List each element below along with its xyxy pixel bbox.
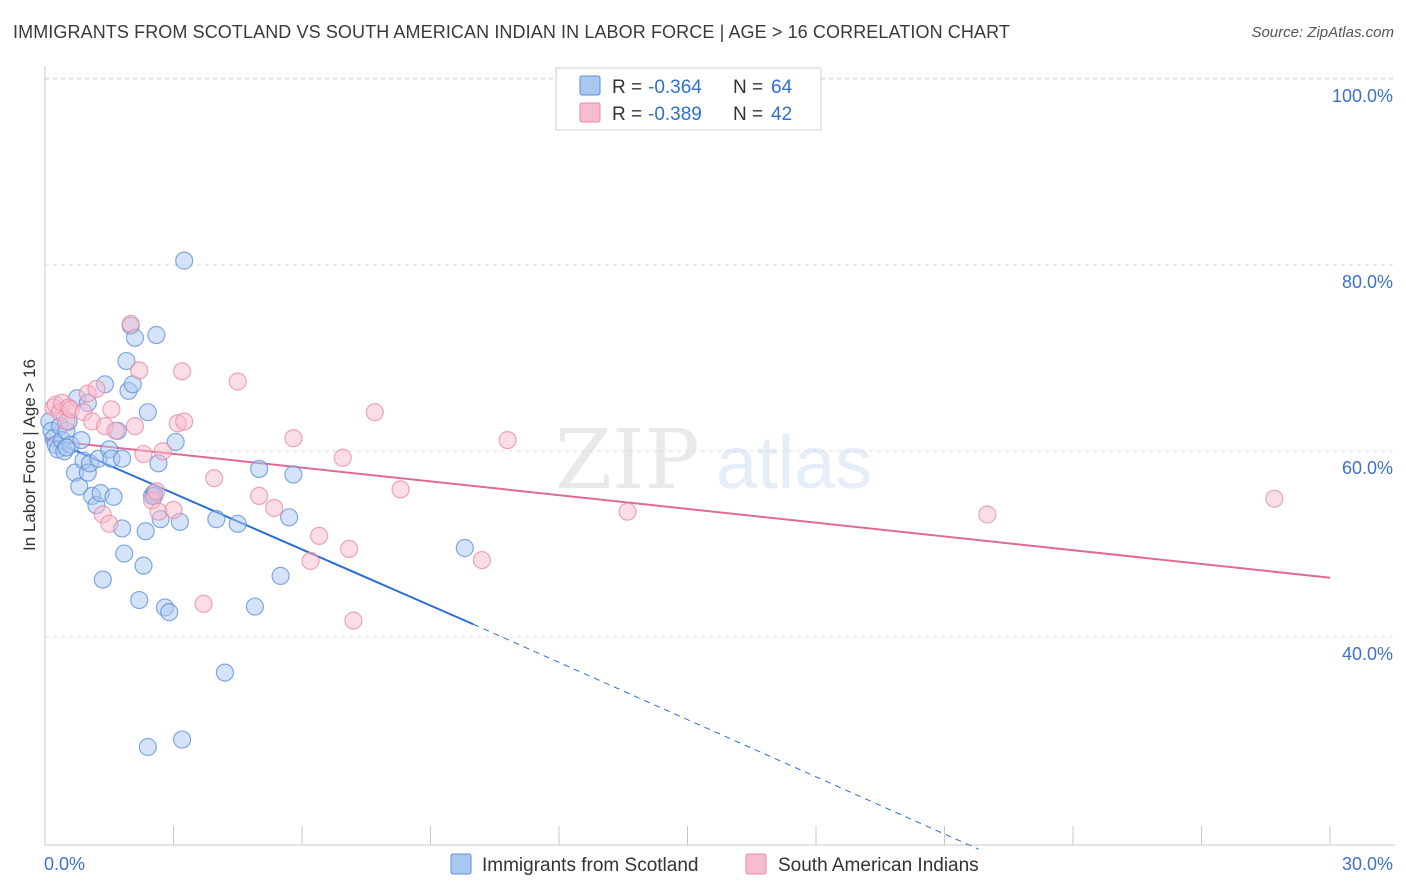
scotland-point <box>147 325 166 345</box>
scotland-point <box>134 556 153 575</box>
scotland-point <box>70 477 89 496</box>
scotland-trend-line <box>44 436 474 626</box>
source-label: Source: ZipAtlas.com <box>1251 24 1394 41</box>
sa-indian-point <box>149 502 168 521</box>
scotland-point <box>280 508 299 527</box>
sa-indian-point <box>172 362 192 381</box>
x-tick-label: 30.0% <box>1342 854 1393 874</box>
scotland-point <box>93 570 112 589</box>
scotland-point <box>271 566 290 585</box>
sa-indian-point <box>310 526 329 545</box>
sa-indian-point <box>1265 489 1284 508</box>
legend-r-label-2: R = <box>612 104 642 125</box>
scotland-point <box>284 465 303 484</box>
grid <box>45 77 1395 638</box>
sa-indian-point <box>333 448 352 467</box>
scotland-point <box>117 351 136 371</box>
scotland-point <box>160 603 179 622</box>
bottom-legend-swatch-pink <box>745 853 767 875</box>
watermark: ZIP atlas <box>555 413 872 508</box>
watermark-atlas: atlas <box>716 421 872 504</box>
scotland-point <box>175 251 194 270</box>
y-tick-label: 60.0% <box>1342 458 1393 478</box>
axes <box>44 66 1395 846</box>
sa-indian-point <box>284 429 303 448</box>
sa-indian-point <box>472 550 491 570</box>
x-tick-labels: 0.0% 30.0% <box>44 854 1393 874</box>
scotland-point <box>250 459 269 479</box>
sa-indian-point <box>344 611 363 630</box>
scotland-point <box>455 538 474 558</box>
watermark-zip: ZIP <box>555 413 700 508</box>
sa-indian-point <box>301 551 320 571</box>
legend-r-label-1: R = <box>612 77 642 98</box>
data-points <box>40 251 1284 757</box>
sa-indian-point <box>175 412 194 431</box>
sa-indian-point <box>106 421 125 440</box>
scotland-point <box>136 522 155 541</box>
correlation-legend: R = -0.364 N = 64 R = -0.389 N = 42 <box>555 67 822 131</box>
sa-indian-point <box>100 514 119 533</box>
scotland-point <box>166 432 185 452</box>
legend-n-value-1: 64 <box>771 77 793 98</box>
sa-indian-point <box>228 372 247 391</box>
scotland-point <box>215 663 234 682</box>
y-axis-label: In Labor Force | Age > 16 <box>20 359 39 551</box>
bottom-legend-label-1: Immigrants from Scotland <box>482 855 698 876</box>
scotland-point <box>207 510 226 529</box>
y-tick-labels: 100.0% 80.0% 60.0% 40.0% <box>1332 86 1393 664</box>
sa-indian-point <box>618 502 637 521</box>
series-legend: Immigrants from Scotland South American … <box>450 853 979 876</box>
sa-indian-point <box>265 498 284 518</box>
sa-indian-point <box>978 505 997 524</box>
scotland-trend-extension <box>473 623 979 850</box>
y-tick-label: 40.0% <box>1342 644 1393 664</box>
sa-indian-point <box>102 400 121 419</box>
bottom-legend-swatch-blue <box>450 853 472 875</box>
legend-r-value-1: -0.364 <box>648 77 702 98</box>
legend-r-value-2: -0.389 <box>648 104 702 125</box>
sa-indian-point <box>340 539 359 559</box>
sa-indian-point <box>134 444 153 464</box>
sa-indian-point <box>250 486 269 505</box>
scotland-point <box>130 590 149 610</box>
scotland-point <box>104 487 123 506</box>
sa-indian-point <box>130 361 149 380</box>
legend-n-value-2: 42 <box>771 104 792 125</box>
sa-indian-point <box>121 314 140 333</box>
legend-swatch-pink <box>579 102 601 123</box>
chart-title: IMMIGRANTS FROM SCOTLAND VS SOUTH AMERIC… <box>13 22 1010 42</box>
sa-indian-point <box>125 417 145 436</box>
legend-n-label-1: N = <box>733 77 763 98</box>
x-tick-label: 0.0% <box>44 854 85 874</box>
y-tick-label: 80.0% <box>1342 272 1393 292</box>
scotland-point <box>138 737 157 757</box>
y-tick-label: 100.0% <box>1332 86 1393 106</box>
sa-indian-point <box>147 482 166 501</box>
sa-indian-point <box>205 469 224 488</box>
scotland-point <box>228 514 247 533</box>
sa-indian-point <box>498 431 517 450</box>
sa-indian-point <box>87 379 106 399</box>
bottom-legend-label-2: South American Indians <box>778 855 979 876</box>
scotland-point <box>72 431 91 450</box>
sa-indian-point <box>365 403 384 422</box>
legend-n-label-2: N = <box>733 104 763 125</box>
sa-indian-point <box>153 442 172 461</box>
scotland-point <box>115 544 134 563</box>
sa-indian-point <box>391 480 410 499</box>
sa-indian-point <box>194 594 213 613</box>
scotland-point <box>245 597 264 616</box>
sa-indian-point <box>164 500 183 519</box>
scotland-point <box>172 730 192 749</box>
scotland-point <box>138 403 157 422</box>
scotland-point <box>112 449 132 468</box>
legend-swatch-blue <box>579 75 601 96</box>
scotland-point <box>57 438 76 457</box>
